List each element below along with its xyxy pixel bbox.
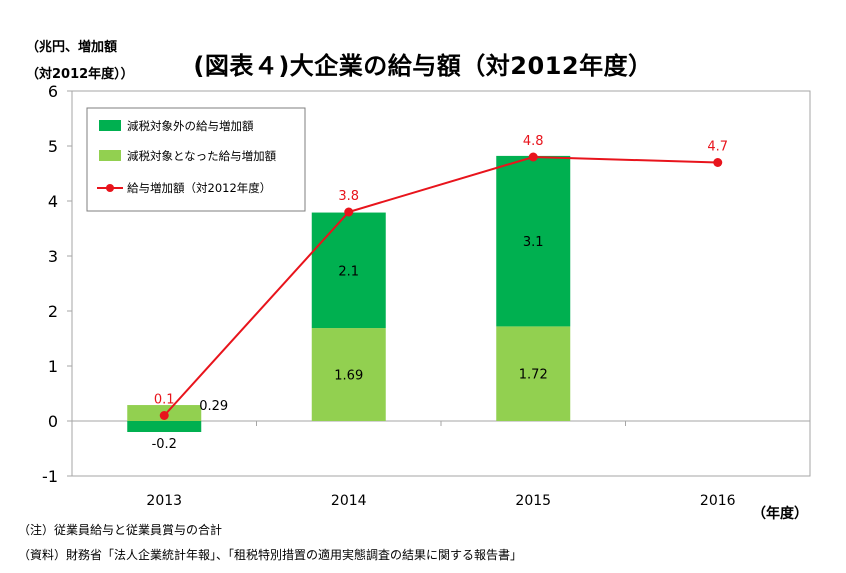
- legend-label-non-tax-reduced: 減税対象外の給与増加額: [127, 119, 254, 133]
- y-tick-label: 6: [48, 82, 58, 101]
- y-tick-label: 0: [48, 412, 58, 431]
- legend-swatch-non-tax-reduced: [99, 120, 121, 131]
- line-point: [344, 207, 354, 217]
- plot-area-border: [71, 90, 811, 477]
- y-tick-label: 2: [48, 302, 58, 321]
- bar-non-tax-reduced: [127, 421, 202, 432]
- data-label-non-tax-reduced: 3.1: [523, 235, 544, 250]
- data-label-tax-reduced: 0.29: [199, 399, 228, 414]
- footnote: （注）従業員給与と従業員賞与の合計: [18, 523, 223, 537]
- legend-swatch-tax-reduced: [99, 150, 121, 161]
- data-label-total-increase: 4.8: [523, 134, 544, 149]
- bar-non-tax-reduced: [496, 155, 571, 327]
- data-label-tax-reduced: 1.72: [519, 368, 548, 383]
- x-tick-label: 2015: [515, 493, 551, 509]
- x-tick-label: 2013: [146, 493, 182, 509]
- x-axis-unit: （年度）: [752, 506, 808, 522]
- line-point: [528, 152, 538, 162]
- bar-tax-reduced: [496, 326, 571, 421]
- chart-title: (図表４)大企業の給与額（対2012年度）: [193, 52, 653, 80]
- data-label-non-tax-reduced: -0.2: [152, 437, 177, 452]
- data-label-total-increase: 4.7: [707, 140, 728, 155]
- bar-non-tax-reduced: [311, 212, 386, 329]
- line-point: [159, 411, 169, 420]
- data-label-non-tax-reduced: 2.1: [338, 264, 359, 279]
- y-tick-label: 4: [48, 192, 58, 211]
- x-tick-label: 2016: [700, 493, 736, 509]
- y-axis-unit-line2: （対2012年度））: [26, 67, 134, 82]
- x-tick-label: 2014: [331, 493, 367, 509]
- data-label-tax-reduced: 1.69: [334, 369, 363, 384]
- legend-swatch-marker: [106, 184, 114, 192]
- bar-tax-reduced: [311, 328, 386, 421]
- y-tick-label: 3: [48, 247, 58, 266]
- y-tick-label: 1: [48, 357, 58, 376]
- data-label-total-increase: 3.8: [338, 189, 359, 204]
- y-tick-label: 5: [48, 137, 58, 156]
- data-label-total-increase: 0.1: [154, 393, 175, 408]
- line-total-increase: [163, 155, 718, 417]
- y-axis-unit-line1: （兆円、増加額: [26, 40, 118, 55]
- legend-label-total-increase: 給与増加額（対2012年度）: [127, 181, 271, 195]
- legend-label-tax-reduced: 減税対象となった給与増加額: [127, 149, 277, 163]
- legend-box: [86, 107, 306, 212]
- y-tick-label: -1: [42, 467, 58, 486]
- line-point: [713, 158, 723, 167]
- source-note: （資料）財務省「法人企業統計年報」、「租税特別措置の適用実態調査の結果に関する報…: [18, 548, 523, 562]
